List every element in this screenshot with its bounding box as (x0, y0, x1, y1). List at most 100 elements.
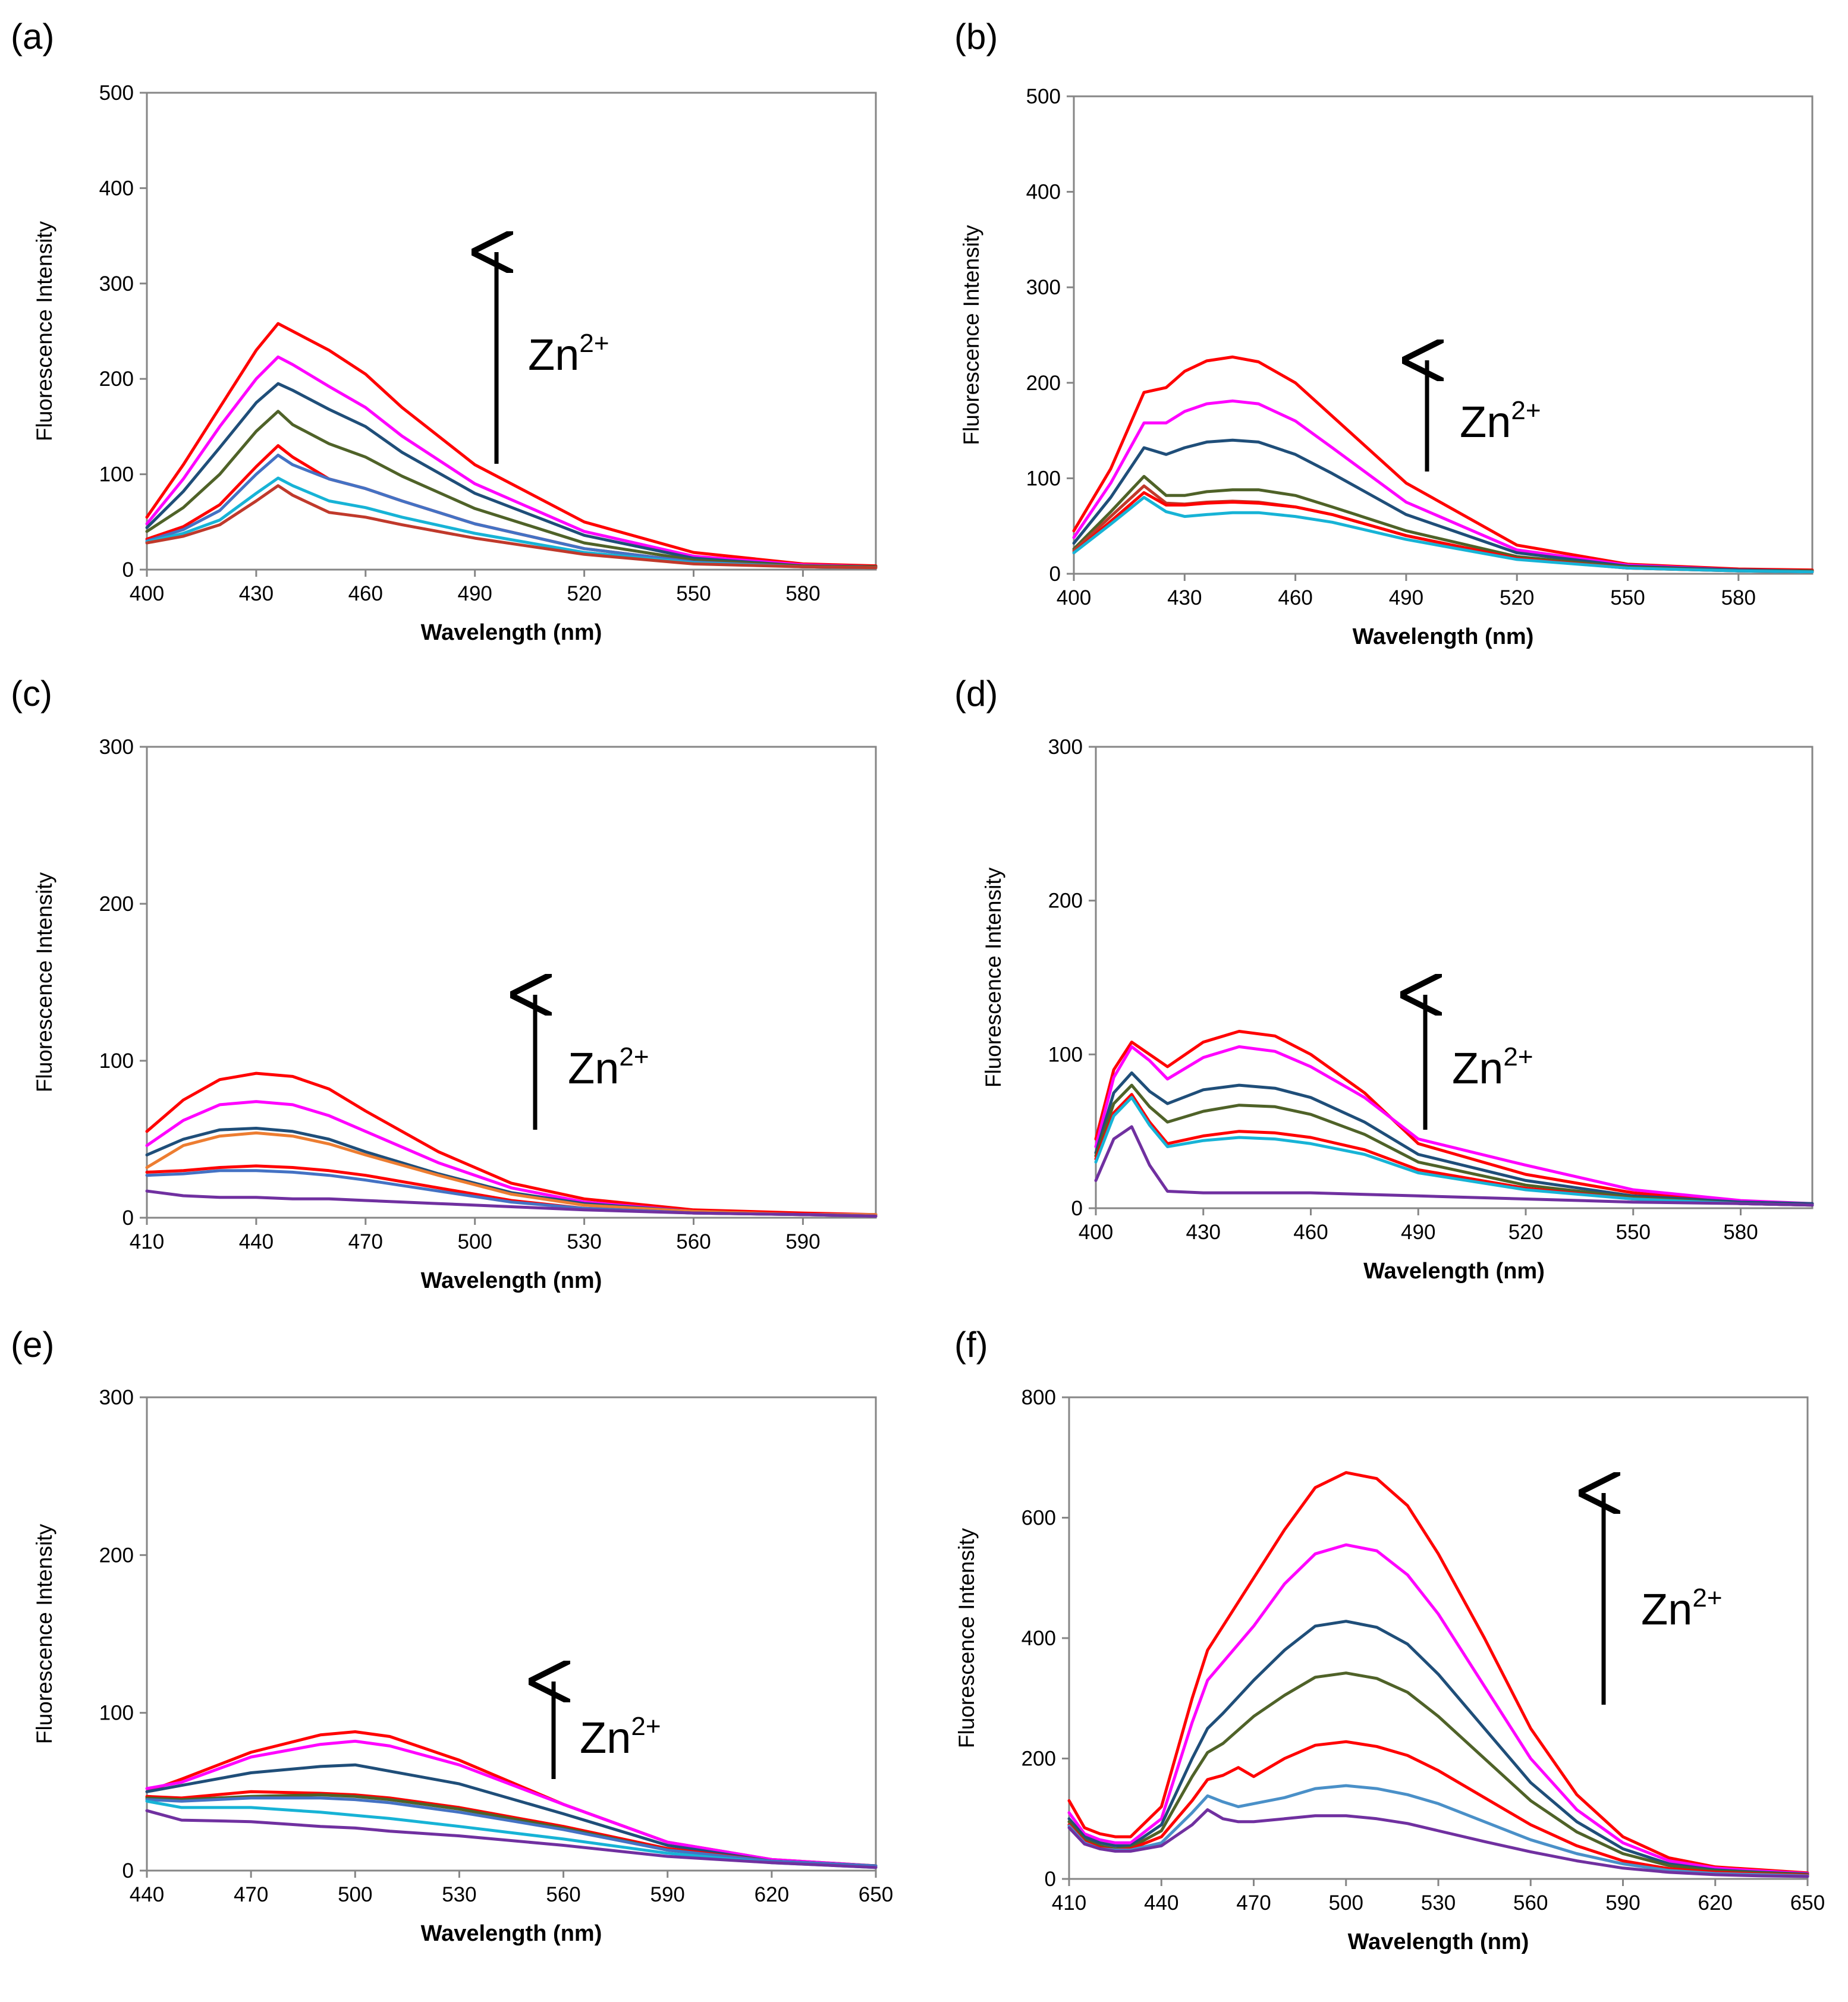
series-line-8 (145, 484, 878, 570)
series-line-2 (1094, 1045, 1814, 1205)
y-axis-title: Fluorescence Intensity (32, 221, 56, 441)
x-tick-label: 500 (338, 1883, 372, 1906)
series-line-6 (145, 454, 878, 570)
series-line-8 (145, 1809, 878, 1869)
y-axis-title: Fluorescence Intensity (981, 867, 1005, 1088)
chart-panel-f: (f) 0 200 400 600 800 410 440 470 500 530 560 590 620… (954, 1325, 1825, 1954)
zn-annotation-base: Zn (528, 330, 579, 379)
y-axis-title: Fluorescence Intensity (959, 225, 983, 445)
series-line-1 (145, 1071, 878, 1217)
zn-annotation-charge: 2+ (1503, 1042, 1533, 1071)
y-tick-label: 800 (1022, 1386, 1056, 1409)
chart-panel-b: (b) 0 100 200 300 400 500 400 430 460 490 520 550 580… (954, 17, 1814, 649)
x-tick-label: 560 (676, 1230, 711, 1253)
x-tick-label: 590 (785, 1230, 820, 1253)
y-tick-label: 0 (122, 1206, 134, 1230)
series-line-6 (1094, 1096, 1814, 1207)
series-line-7 (145, 1189, 878, 1218)
series-line-3 (145, 1763, 878, 1868)
chart-panel-c: (c) 0 100 200 300 410 440 470 500 530 560 590 Wavele… (11, 674, 878, 1293)
x-tick-label: 490 (1401, 1221, 1435, 1244)
series-line-6 (145, 1796, 878, 1868)
x-axis-title: Wavelength (nm) (1348, 1929, 1529, 1954)
series-line-4 (145, 1131, 878, 1217)
zn-annotation-base: Zn (1452, 1044, 1503, 1093)
x-tick-label: 490 (457, 582, 492, 605)
series-line-3 (1067, 1620, 1809, 1876)
zn-annotation-charge: 2+ (631, 1712, 661, 1741)
y-tick-label: 100 (1026, 467, 1061, 490)
x-tick-label: 530 (567, 1230, 601, 1253)
x-tick-label: 620 (755, 1883, 789, 1906)
x-tick-label: 620 (1698, 1891, 1733, 1915)
plot-area (146, 92, 877, 571)
x-tick-label: 470 (348, 1230, 383, 1253)
zn-annotation-base: Zn (1460, 397, 1511, 447)
y-tick-label: 0 (1049, 562, 1061, 586)
y-tick-label: 500 (1026, 85, 1061, 108)
x-tick-label: 650 (859, 1883, 893, 1906)
y-tick-label: 200 (99, 892, 134, 916)
x-tick-label: 460 (348, 582, 383, 605)
zn-annotation: Zn2+ (1452, 1042, 1533, 1093)
x-tick-label: 560 (546, 1883, 580, 1906)
panel-label: (f) (954, 1325, 988, 1365)
x-tick-label: 460 (1293, 1221, 1328, 1244)
plot-area (1095, 746, 1814, 1209)
plot-area (1073, 95, 1814, 575)
zn-annotation-charge: 2+ (579, 329, 609, 358)
x-tick-label: 520 (567, 582, 601, 605)
x-tick-label: 590 (650, 1883, 685, 1906)
y-tick-label: 400 (1022, 1627, 1056, 1650)
series-line-1 (145, 322, 878, 568)
y-tick-label: 400 (99, 177, 134, 200)
plot-area (146, 1396, 877, 1872)
x-tick-label: 400 (130, 582, 164, 605)
x-tick-label: 470 (1236, 1891, 1271, 1915)
series-line-1 (1094, 1030, 1814, 1205)
series-line-7 (145, 1799, 878, 1869)
x-axis-title: Wavelength (nm) (1363, 1259, 1545, 1284)
series-line-7 (1094, 1125, 1814, 1207)
series-line-2 (1067, 1543, 1809, 1875)
x-tick-label: 580 (1721, 586, 1756, 609)
x-tick-label: 550 (676, 582, 711, 605)
zn-annotation-base: Zn (1641, 1585, 1692, 1634)
panel-label: (a) (11, 17, 54, 56)
y-tick-label: 100 (1048, 1043, 1083, 1066)
x-tick-label: 580 (785, 582, 820, 605)
series-line-4 (1094, 1083, 1814, 1207)
y-tick-label: 300 (1026, 276, 1061, 299)
y-tick-label: 300 (99, 1386, 134, 1409)
series-line-2 (145, 1739, 878, 1868)
zn-annotation: Zn2+ (1460, 396, 1541, 447)
plot-area (146, 746, 877, 1219)
x-tick-label: 400 (1079, 1221, 1113, 1244)
series-line-3 (145, 382, 878, 568)
x-tick-label: 430 (1167, 586, 1202, 609)
y-tick-label: 200 (99, 1544, 134, 1567)
y-tick-label: 100 (99, 1049, 134, 1073)
panel-label: (e) (11, 1325, 54, 1365)
x-tick-label: 440 (239, 1230, 274, 1253)
x-tick-label: 560 (1513, 1891, 1548, 1915)
series-line-4 (145, 410, 878, 568)
x-tick-label: 590 (1605, 1891, 1640, 1915)
y-tick-label: 600 (1022, 1507, 1056, 1530)
panel-label: (b) (954, 17, 998, 56)
series-line-1 (1067, 1471, 1809, 1875)
x-tick-label: 500 (1329, 1891, 1363, 1915)
plot-area (1068, 1396, 1809, 1880)
series-line-3 (1094, 1071, 1814, 1205)
y-tick-label: 200 (1026, 372, 1061, 395)
series-line-4 (1072, 474, 1814, 573)
x-tick-label: 470 (234, 1883, 268, 1906)
zn-annotation: Zn2+ (568, 1042, 649, 1093)
x-axis-title: Wavelength (nm) (1353, 624, 1534, 649)
x-tick-label: 460 (1278, 586, 1312, 609)
series-line-7 (145, 476, 878, 570)
x-tick-label: 400 (1057, 586, 1091, 609)
y-tick-label: 200 (1048, 890, 1083, 913)
chart-panel-d: (d) 0 100 200 300 400 430 460 490 520 550 580 Wavele… (954, 674, 1814, 1284)
